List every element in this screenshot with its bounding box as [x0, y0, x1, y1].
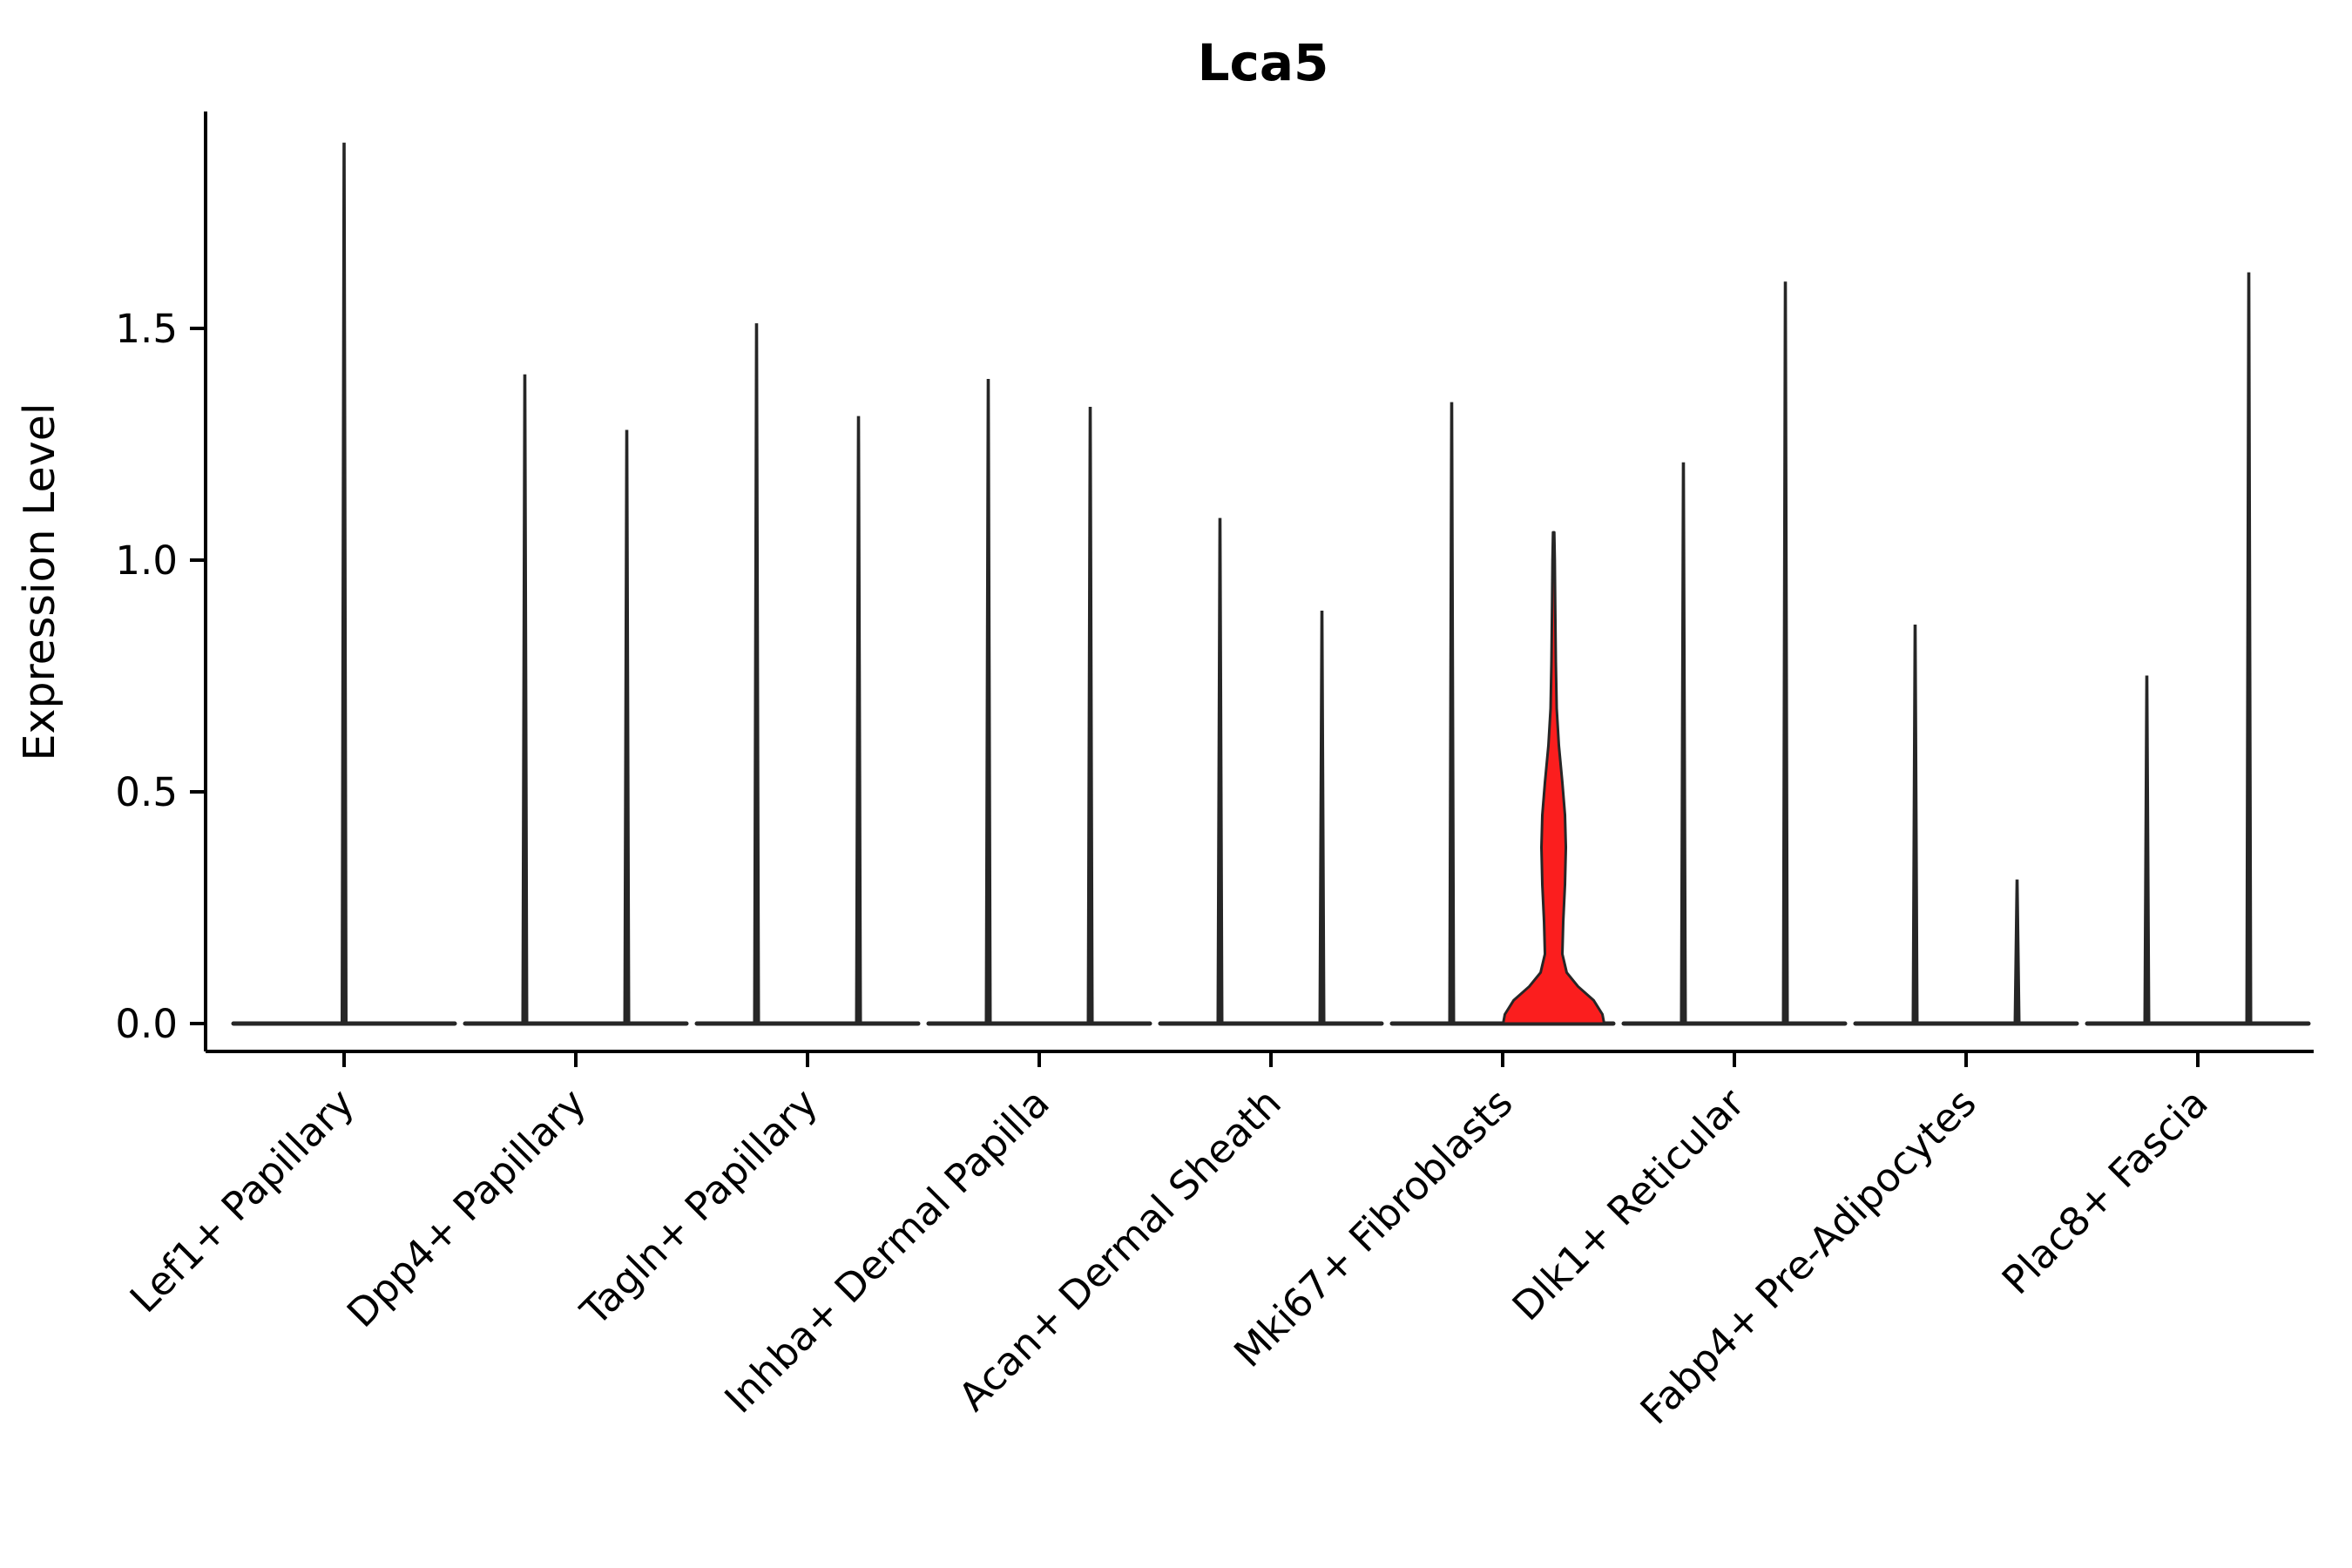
y-tick-label: 0.0	[115, 1001, 178, 1047]
y-tick-label: 0.5	[115, 769, 178, 815]
violins-layer	[231, 142, 2311, 1026]
highlight-violin	[1502, 531, 1606, 1025]
y-axis-label: Expression Level	[15, 403, 64, 761]
violin-spike	[2245, 272, 2253, 1024]
violin-spike	[1448, 402, 1456, 1024]
violin-spike	[1911, 624, 1919, 1024]
violin-spike	[521, 374, 529, 1024]
x-tick-label: Dpp4+ Papillary	[338, 1079, 595, 1336]
y-tick-label: 1.0	[115, 537, 178, 584]
violin-spike	[1216, 517, 1224, 1024]
violin-spike	[753, 323, 760, 1024]
x-tick-label: Dlk1+ Reticular	[1504, 1079, 1754, 1329]
x-tick-label: Plac8+ Fascia	[1993, 1079, 2217, 1303]
violin-spike	[340, 142, 348, 1024]
x-tick-label: Lef1+ Papillary	[121, 1079, 363, 1321]
violin-spike	[1781, 281, 1789, 1024]
violin-spike	[855, 416, 862, 1024]
violin-spike	[1680, 462, 1687, 1024]
violin-spike	[1318, 611, 1326, 1024]
violin-spike	[623, 429, 631, 1024]
violin-spike	[1086, 406, 1094, 1024]
chart-title: Lca5	[1198, 33, 1329, 92]
violin-spike	[2143, 675, 2151, 1024]
violin-spike	[2013, 879, 2021, 1024]
x-tick-label: Tagln+ Papillary	[571, 1079, 827, 1335]
y-tick-label: 1.5	[115, 306, 178, 352]
violin-spike	[984, 379, 992, 1024]
